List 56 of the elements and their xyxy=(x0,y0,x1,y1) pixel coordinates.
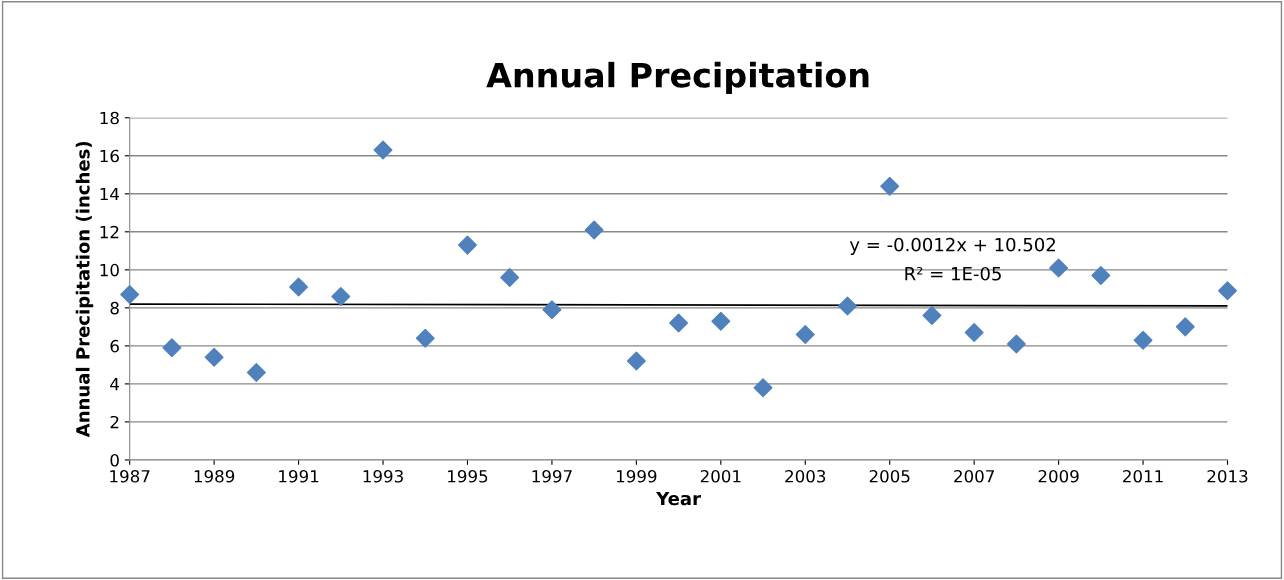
x-tick-label: 1993 xyxy=(363,469,403,483)
point xyxy=(1133,330,1153,350)
annotation: y = -0.0012x + 10.502 xyxy=(849,237,1055,255)
x-tick-label: 2007 xyxy=(954,469,994,483)
x-tick-label: 1987 xyxy=(110,469,150,483)
y-tick-label: 10 xyxy=(100,263,119,277)
y-tick-label: 4 xyxy=(110,378,120,391)
x-tick-label: 1989 xyxy=(194,469,235,483)
y-tick-label: 6 xyxy=(110,339,119,353)
point xyxy=(1006,334,1026,354)
point xyxy=(626,351,646,371)
point xyxy=(711,311,731,331)
point xyxy=(1218,281,1237,301)
x-tick-label: 2013 xyxy=(1207,469,1248,483)
x-tick-label: 2005 xyxy=(869,469,910,483)
x-tick-label: 1999 xyxy=(616,469,657,483)
x-tick-label: 2001 xyxy=(700,469,741,483)
point xyxy=(457,235,477,255)
point xyxy=(669,313,689,333)
y-tick-label: 12 xyxy=(100,225,119,239)
point xyxy=(1175,317,1195,337)
point xyxy=(753,378,773,398)
point xyxy=(500,267,520,287)
point xyxy=(838,296,857,316)
annotation: R² = 1E-05 xyxy=(905,266,1001,281)
y-tick-label: 2 xyxy=(110,415,119,429)
y-tick-label: 0 xyxy=(110,453,119,467)
point xyxy=(1091,266,1111,286)
x-tick-label: 1991 xyxy=(279,469,319,483)
point xyxy=(246,363,266,382)
point xyxy=(204,347,224,367)
point xyxy=(373,140,393,160)
point xyxy=(880,176,900,196)
chart-title: Annual Precipitation xyxy=(486,61,869,95)
point xyxy=(964,323,984,343)
x-tick-label: 2003 xyxy=(785,469,826,483)
x-axis-title: Year xyxy=(656,491,701,506)
point xyxy=(120,285,140,305)
point xyxy=(795,324,815,344)
y-tick-label: 16 xyxy=(100,149,119,163)
point xyxy=(542,300,562,320)
point xyxy=(162,338,182,358)
point xyxy=(1049,258,1069,278)
point xyxy=(922,305,942,325)
y-tick-label: 14 xyxy=(100,187,120,201)
y-tick-label: 8 xyxy=(110,301,119,315)
x-tick-label: 2011 xyxy=(1123,469,1163,483)
y-axis-title: Annual Precipitation (inches) xyxy=(75,141,94,438)
point xyxy=(289,277,309,297)
x-tick-label: 1995 xyxy=(448,469,488,483)
point xyxy=(331,286,351,306)
x-tick-label: 1997 xyxy=(532,469,572,483)
y-tick-label: 18 xyxy=(100,111,119,125)
point xyxy=(415,328,435,348)
x-tick-label: 2009 xyxy=(1038,469,1079,483)
point xyxy=(584,220,604,240)
